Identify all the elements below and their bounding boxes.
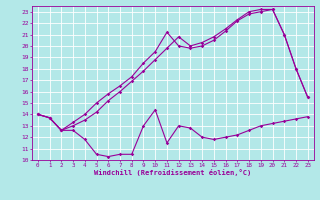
- X-axis label: Windchill (Refroidissement éolien,°C): Windchill (Refroidissement éolien,°C): [94, 169, 252, 176]
